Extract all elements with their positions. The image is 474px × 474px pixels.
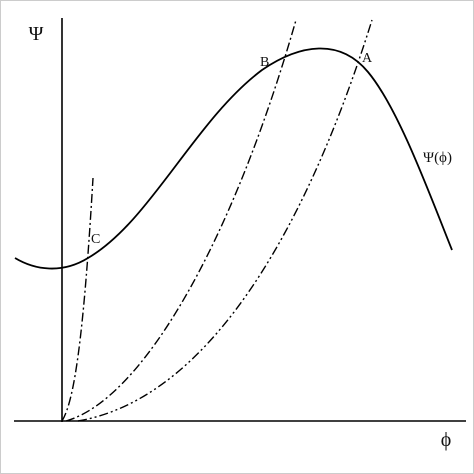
x-axis-label: ϕ: [441, 429, 452, 451]
psi-curve: [14, 47, 453, 270]
point-label-b: B: [260, 55, 269, 70]
dash-dot-curve-c: [61, 177, 94, 422]
y-axis-label: Ψ: [29, 23, 44, 45]
dash-dot-curve-a: [77, 19, 373, 422]
dash-dot-curve-b: [65, 19, 297, 422]
point-label-a: A: [362, 51, 373, 66]
point-label-c: C: [91, 232, 100, 247]
curve-label: Ψ(ϕ): [423, 150, 452, 166]
